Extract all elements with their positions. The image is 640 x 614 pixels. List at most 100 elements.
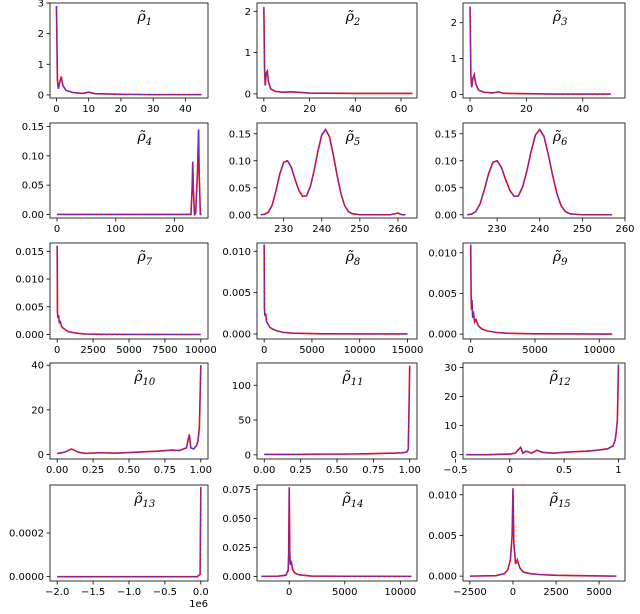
x-scale-label: 1e6 xyxy=(189,599,208,610)
y-tick-label: 0.15 xyxy=(435,129,457,140)
axes-frame xyxy=(256,362,418,460)
x-tick-label: 20 xyxy=(115,104,128,115)
x-tick-label: 1.00 xyxy=(190,465,212,476)
y-tick-label: 20 xyxy=(31,405,44,416)
y-tick-label: 0.010 xyxy=(428,490,457,501)
series-dashed-blue-line xyxy=(261,487,412,577)
y-tick-label: 0.10 xyxy=(229,156,251,167)
axes-frame xyxy=(462,484,626,582)
panel-title: ρ̃2 xyxy=(345,9,361,28)
y-tick-label: 40 xyxy=(31,361,44,372)
series-solid-red-line xyxy=(57,487,202,578)
x-tick-label: 0 xyxy=(286,587,292,598)
y-tick-label: 0 xyxy=(451,450,457,461)
panel-rho-5: 230 240 250 260 0.00 0.05 0.10 0.15 ρ̃5 xyxy=(229,122,418,235)
series-solid-red-line xyxy=(56,245,201,336)
x-tick-label: 0 xyxy=(510,587,516,598)
panel-title: ρ̃14 xyxy=(342,491,364,510)
x-tick-label: 0.5 xyxy=(556,465,572,476)
x-tick-label: 40 xyxy=(179,104,192,115)
y-tick-label: 100 xyxy=(232,381,251,392)
series-solid-red-line xyxy=(263,244,408,335)
x-tick-label: −0.5 xyxy=(153,587,177,598)
panel-rho-3: 0 20 40 0 1 2 ρ̃3 xyxy=(451,2,626,115)
x-tick-label: 0.75 xyxy=(362,465,384,476)
panel-title: ρ̃10 xyxy=(133,369,156,388)
series-solid-red-line xyxy=(57,365,202,455)
y-tick-label: 0.005 xyxy=(15,302,44,313)
panel-rho-10: 0.00 0.25 0.50 0.75 1.00 0 20 40 ρ̃10 xyxy=(31,361,212,476)
axes-frame xyxy=(49,122,209,219)
panel-rho-4: 0 100 200 0.00 0.05 0.10 0.15 ρ̃4 xyxy=(22,122,209,235)
axes-frame xyxy=(256,484,418,582)
series-solid-red-line xyxy=(469,6,611,95)
y-tick-label: 0.000 xyxy=(15,330,44,341)
x-tick-label: 10000 xyxy=(185,345,217,356)
series-solid-red-line xyxy=(466,364,620,456)
y-tick-label: 0.000 xyxy=(222,330,251,341)
x-tick-label: 5000 xyxy=(332,587,357,598)
x-tick-label: 0.0 xyxy=(193,587,209,598)
x-tick-label: 60 xyxy=(395,104,408,115)
x-tick-label: 10 xyxy=(82,104,95,115)
x-tick-label: 0 xyxy=(54,345,60,356)
y-tick-label: 0.10 xyxy=(435,156,457,167)
y-tick-label: 30 xyxy=(444,363,457,374)
x-tick-label: 15000 xyxy=(392,345,424,356)
y-tick-label: 0.000 xyxy=(428,572,457,583)
series-dashed-blue-line xyxy=(263,7,413,95)
x-tick-label: 0 xyxy=(468,345,474,356)
series-solid-red-line xyxy=(264,365,411,456)
panel-title: ρ̃9 xyxy=(552,249,568,268)
x-tick-label: 0.00 xyxy=(46,465,68,476)
axes-frame xyxy=(462,242,626,340)
y-tick-label: 0.010 xyxy=(428,248,457,259)
panel-title: ρ̃15 xyxy=(549,491,571,510)
series-solid-red-line xyxy=(261,487,412,578)
x-tick-label: −2.0 xyxy=(45,587,69,598)
x-tick-label: 5000 xyxy=(586,587,611,598)
y-tick-label: 0.05 xyxy=(229,183,251,194)
y-tick-label: 0.15 xyxy=(22,122,44,133)
axes-frame xyxy=(49,2,209,99)
x-tick-label: 200 xyxy=(165,224,184,235)
series-dashed-blue-line xyxy=(57,487,202,578)
series-solid-red-line xyxy=(263,7,413,95)
series-dashed-blue-line xyxy=(263,244,408,335)
y-tick-label: 0.0002 xyxy=(9,529,44,540)
x-tick-label: 2500 xyxy=(543,587,568,598)
series-solid-red-line xyxy=(57,129,202,217)
y-tick-label: 1 xyxy=(38,60,44,71)
panel-rho-11: 0.00 0.25 0.50 0.75 1.00 0 50 100 ρ̃11 xyxy=(232,362,421,476)
x-tick-label: 40 xyxy=(349,104,362,115)
x-tick-label: 0.50 xyxy=(118,465,140,476)
x-tick-label: 20 xyxy=(520,104,533,115)
series-dashed-blue-line xyxy=(469,488,617,577)
x-tick-label: 10000 xyxy=(583,345,615,356)
y-tick-label: 2 xyxy=(38,29,44,40)
x-tick-label: 0 xyxy=(261,345,267,356)
x-tick-label: 10000 xyxy=(344,345,376,356)
x-tick-label: 0.25 xyxy=(290,465,312,476)
x-tick-label: 7500 xyxy=(152,345,177,356)
x-tick-label: 30 xyxy=(147,104,160,115)
y-tick-label: 0.00 xyxy=(229,210,251,221)
y-tick-label: 0 xyxy=(245,450,251,461)
x-tick-label: 100 xyxy=(106,224,125,235)
y-tick-label: 2 xyxy=(245,7,251,18)
series-solid-red-line xyxy=(469,244,613,335)
y-tick-label: 0.005 xyxy=(428,289,457,300)
y-tick-label: 0.005 xyxy=(222,288,251,299)
y-tick-label: 0.015 xyxy=(15,247,44,258)
panel-title: ρ̃12 xyxy=(549,369,571,388)
y-tick-label: 0.05 xyxy=(435,183,457,194)
x-tick-label: 0.00 xyxy=(253,465,275,476)
x-tick-label: 5000 xyxy=(116,345,141,356)
y-tick-label: 0.10 xyxy=(22,151,44,162)
x-tick-label: 240 xyxy=(530,224,549,235)
y-tick-label: 0 xyxy=(245,89,251,100)
x-tick-label: 250 xyxy=(573,224,592,235)
y-tick-label: 20 xyxy=(444,392,457,403)
